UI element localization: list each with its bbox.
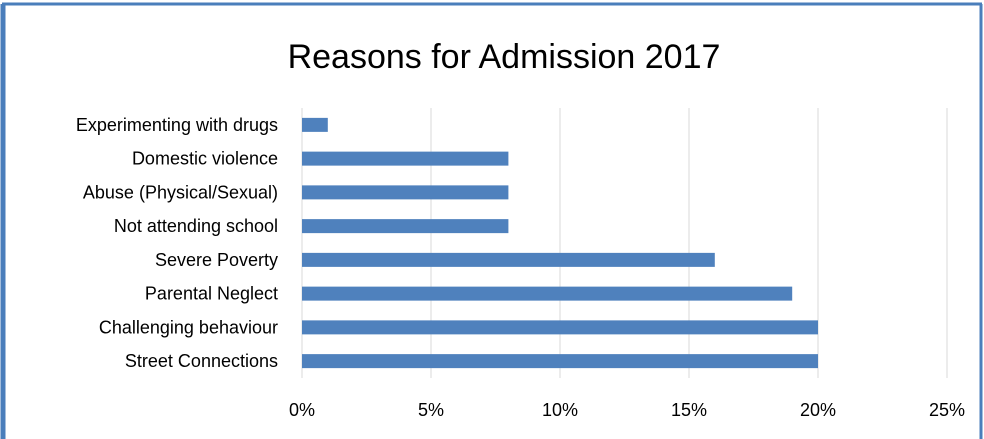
bar [302,354,818,369]
x-tick-label: 10% [542,400,578,420]
x-tick-label: 0% [289,400,315,420]
bars [302,117,818,369]
category-label: Parental Neglect [145,284,278,304]
x-tick-label: 5% [418,400,444,420]
bar [302,185,509,200]
category-label: Domestic violence [132,149,278,169]
category-label: Severe Poverty [155,250,278,270]
x-tick-label: 15% [671,400,707,420]
x-tick-labels: 0% 5% 10% 15% 20% 25% [289,400,965,420]
gridlines [301,108,948,378]
bar [302,219,509,234]
category-label: Challenging behaviour [99,317,278,337]
x-tick-label: 25% [929,400,965,420]
chart-title: Reasons for Admission 2017 [288,38,721,76]
bar [302,320,818,335]
bar [302,286,793,301]
category-labels: Experimenting with drugs Domestic violenc… [76,115,278,371]
category-label: Experimenting with drugs [76,115,278,135]
category-label: Not attending school [114,216,278,236]
bar [302,117,328,132]
category-label: Street Connections [125,351,278,371]
x-tick-label: 20% [800,400,836,420]
bar [302,252,715,267]
bar [302,151,509,166]
category-label: Abuse (Physical/Sexual) [83,182,278,202]
